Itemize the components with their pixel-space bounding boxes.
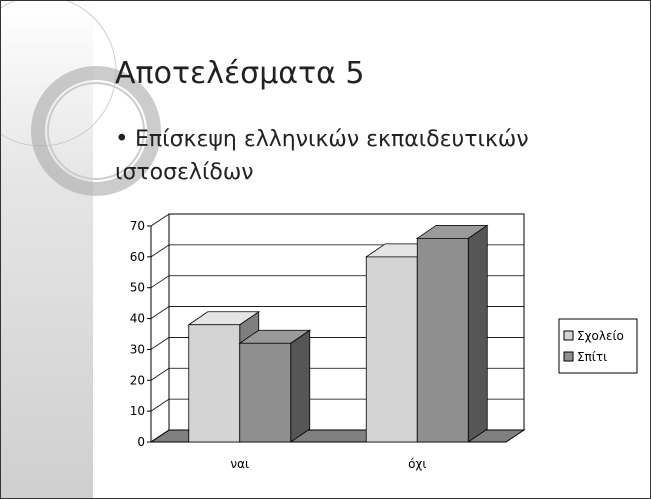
y-tick-label: 70 — [130, 219, 145, 233]
y-tick-label: 40 — [130, 312, 145, 326]
slide: Αποτελέσματα 5 • Επίσκεψη ελληνικών εκπα… — [0, 0, 651, 499]
legend-swatch — [564, 352, 573, 361]
bar-side — [468, 225, 487, 442]
bar-front — [189, 325, 240, 442]
bar-side — [291, 330, 310, 442]
legend-label: Σχολείο — [577, 329, 624, 343]
y-tick-label: 20 — [130, 373, 145, 387]
y-tick-label: 60 — [130, 250, 145, 264]
slide-title: Αποτελέσματα 5 — [115, 56, 365, 91]
bar-front — [417, 238, 468, 442]
legend-label: Σπίτι — [577, 350, 607, 364]
bar — [240, 330, 310, 442]
slide-canvas: Αποτελέσματα 5 • Επίσκεψη ελληνικών εκπα… — [1, 1, 650, 498]
bullet-text: ιστοσελίδων — [115, 160, 254, 185]
y-tick-label: 30 — [130, 342, 145, 356]
bullet-text: Επίσκεψη ελληνικών εκπαιδευτικών — [135, 127, 529, 152]
y-tick-label: 10 — [130, 404, 145, 418]
bar-front — [366, 257, 417, 442]
legend-swatch — [564, 331, 573, 340]
y-tick-label: 0 — [137, 435, 145, 449]
legend-box — [559, 319, 637, 373]
bullet-dot: • — [115, 126, 129, 152]
bar-front — [240, 343, 291, 442]
x-tick-label: ναι — [230, 457, 249, 471]
y-tick-label: 50 — [130, 281, 145, 295]
x-tick-label: όχι — [408, 457, 426, 471]
chart: 0 10 20 30 40 50 60 70 ναι όχι Σχολείο Σπίτι — [130, 214, 637, 471]
bar — [417, 225, 487, 442]
